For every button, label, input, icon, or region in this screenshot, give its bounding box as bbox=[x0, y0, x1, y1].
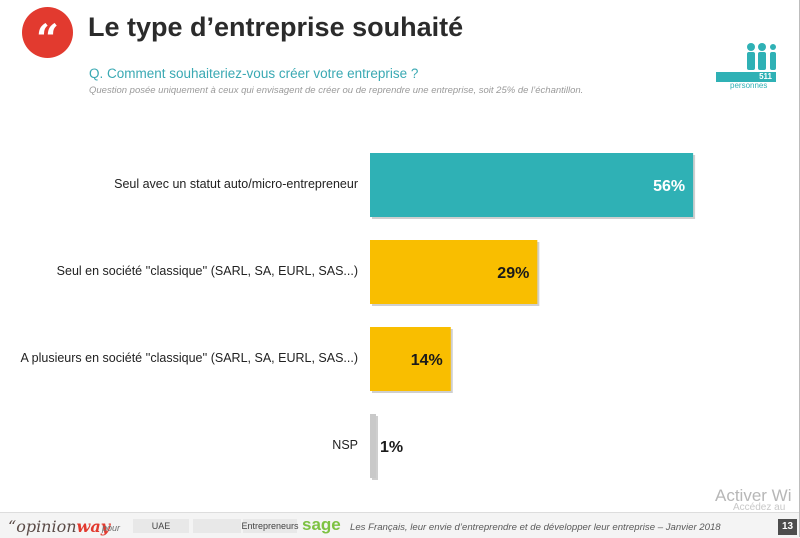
sample-note: Question posée uniquement à ceux qui env… bbox=[89, 85, 584, 96]
category-label: NSP bbox=[332, 438, 358, 452]
people-group-icon bbox=[747, 43, 776, 70]
windows-activation-sub: Accédez au bbox=[733, 502, 786, 513]
footer-pour: pour bbox=[102, 523, 121, 533]
partner-logo-uae: UAE bbox=[133, 519, 189, 533]
page-number: 13 bbox=[778, 519, 797, 535]
partner-logo-2 bbox=[193, 519, 241, 533]
bar-value-label: 29% bbox=[497, 265, 529, 282]
sample-size-badge: 511 personnes bbox=[716, 42, 776, 90]
bar-value-label: 14% bbox=[411, 352, 443, 369]
bar-1 bbox=[370, 240, 538, 304]
footer-caption: Les Français, leur envie d’entreprendre … bbox=[350, 522, 721, 533]
footer-bar: “opinionway pour UAE Entrepreneurs sage … bbox=[0, 512, 800, 538]
partner-logo-entrepreneurs: Entrepreneurs bbox=[241, 519, 299, 533]
quote-logo-icon: “ bbox=[22, 7, 73, 59]
chart-canvas: 56% 29% 14% 1% bbox=[370, 153, 696, 480]
bar-chart: 56% 29% 14% 1% Seul avec un statut auto/mic… bbox=[0, 140, 800, 485]
page-title: Le type d’entreprise souhaité bbox=[88, 12, 464, 42]
category-label: Seul en société ''classique'' (SARL, SA,… bbox=[56, 264, 358, 278]
bar-value-label: 1% bbox=[380, 439, 403, 456]
category-label: A plusieurs en société ''classique'' (SA… bbox=[20, 351, 358, 365]
category-label: Seul avec un statut auto/micro-entrepren… bbox=[114, 177, 358, 191]
windows-activation-title: Activer Wi bbox=[715, 486, 792, 505]
bar-2 bbox=[370, 327, 451, 391]
bar-0 bbox=[370, 153, 694, 217]
opinionway-logo: “opinionway bbox=[8, 517, 110, 536]
bar-value-label: 56% bbox=[653, 178, 685, 195]
bar-3 bbox=[370, 414, 376, 478]
sample-count: 511 bbox=[716, 72, 776, 82]
sage-logo: sage bbox=[302, 515, 341, 534]
sample-label: personnes bbox=[730, 81, 768, 90]
question-text: Q. Comment souhaiteriez-vous créer votre… bbox=[89, 66, 419, 81]
